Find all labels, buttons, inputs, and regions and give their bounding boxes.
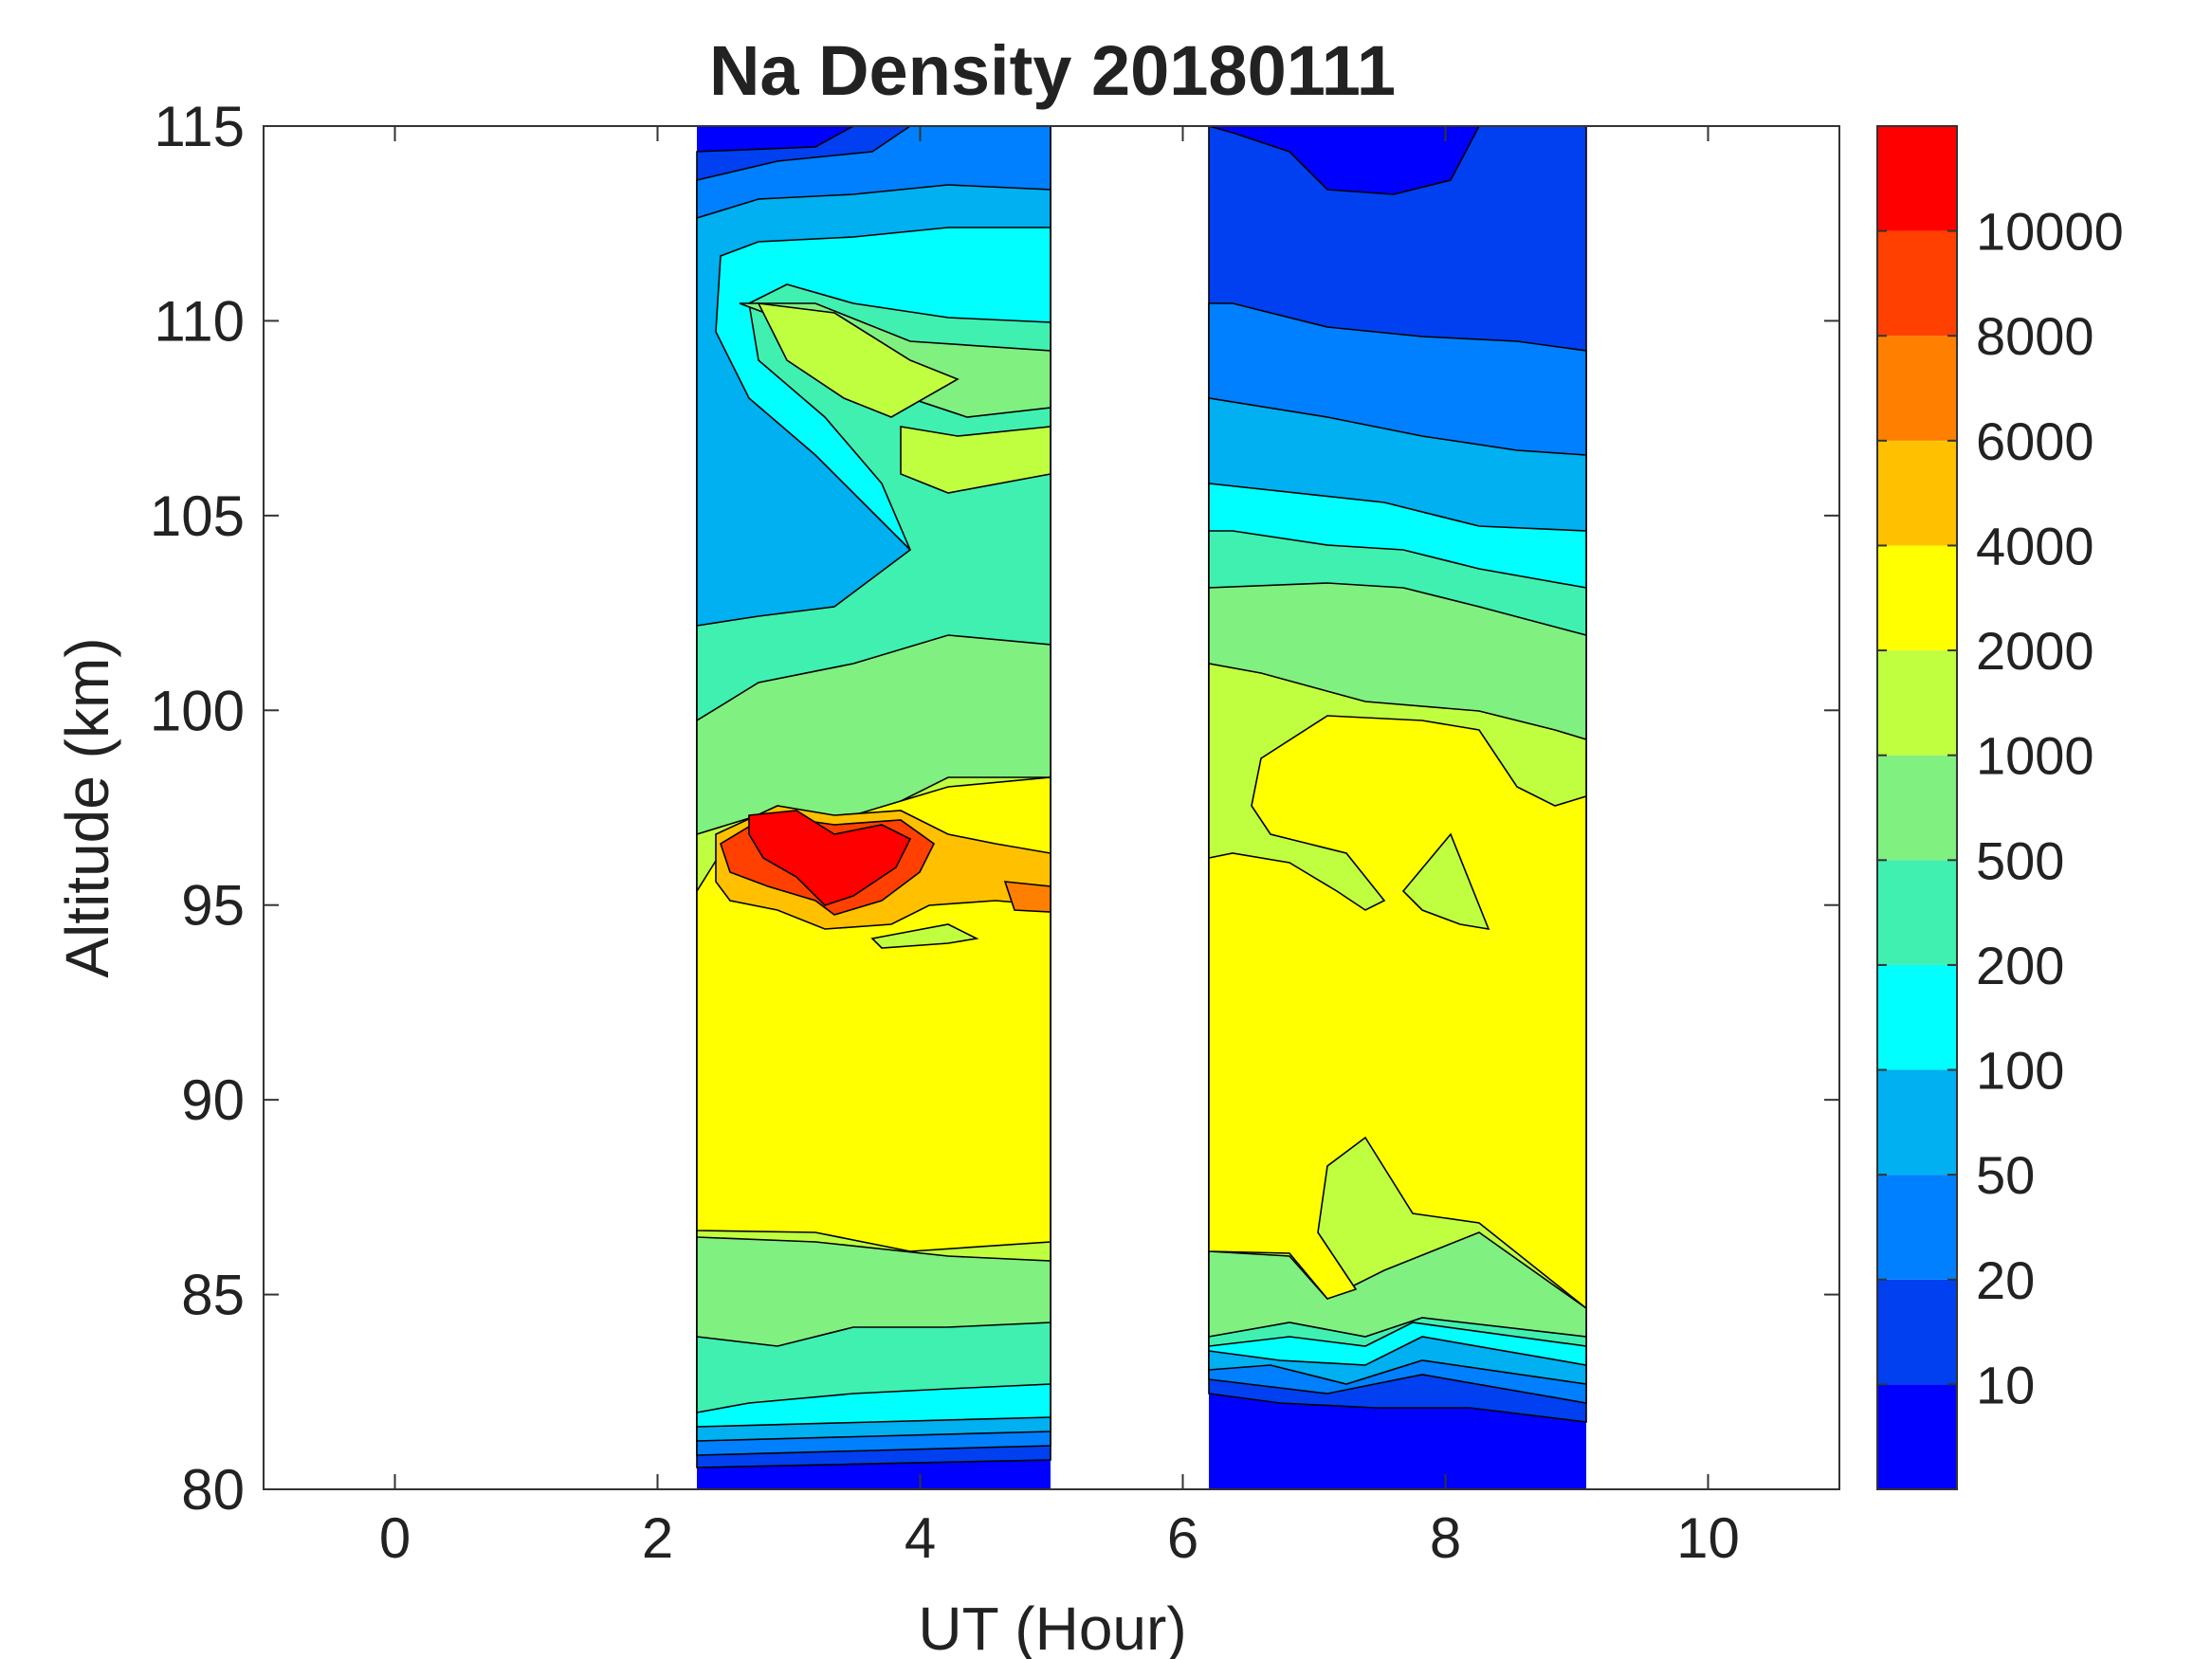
x-tick-label: 6 xyxy=(1167,1506,1198,1570)
colorbar-swatch xyxy=(1877,336,1957,441)
contour-band xyxy=(1208,715,1587,1310)
y-tick-label: 85 xyxy=(181,1264,245,1327)
plot-frame xyxy=(263,125,1840,1490)
y-axis-tick-labels: 80 85 90 95 100 105 110 115 xyxy=(150,95,245,1522)
x-tick-label: 8 xyxy=(1430,1506,1461,1570)
colorbar-tick-label: 8000 xyxy=(1976,306,2094,366)
colorbar-tick-labels: 10 20 50 100 200 500 1000 2000 4000 6000 8000 10000 xyxy=(1976,202,2124,1415)
y-tick-label: 110 xyxy=(154,289,245,353)
colorbar xyxy=(1877,126,1957,1489)
colorbar-swatch xyxy=(1877,126,1957,231)
y-tick-label: 105 xyxy=(150,484,245,548)
colorbar-tick-label: 10 xyxy=(1976,1355,2035,1414)
colorbar-swatch xyxy=(1877,1175,1957,1280)
plot-area xyxy=(263,124,1840,1490)
colorbar-tick-label: 20 xyxy=(1976,1250,2035,1310)
data-segment-2 xyxy=(1208,124,1587,1489)
contour-band xyxy=(757,302,960,418)
colorbar-swatch xyxy=(1877,1279,1957,1385)
y-tick-label: 90 xyxy=(181,1068,245,1132)
colorbar-swatch xyxy=(1877,964,1957,1070)
colorbar-tick-label: 2000 xyxy=(1976,621,2094,681)
contour-band xyxy=(1401,832,1490,931)
colorbar-tick-label: 500 xyxy=(1976,830,2064,890)
x-tick-label: 0 xyxy=(379,1506,411,1570)
x-tick-label: 4 xyxy=(905,1506,936,1570)
colorbar-swatch xyxy=(1877,755,1957,861)
colorbar-tick-label: 100 xyxy=(1976,1041,2064,1101)
colorbar-tick-label: 200 xyxy=(1976,936,2064,995)
colorbar-frame xyxy=(1876,125,1958,1490)
colorbar-swatch xyxy=(1877,1384,1957,1489)
colorbar-swatch xyxy=(1877,230,1957,337)
axis-ticks xyxy=(264,125,1839,1490)
contour-band xyxy=(1003,881,1051,913)
colorbar-swatch xyxy=(1877,440,1957,546)
y-axis-label: Altitude (km) xyxy=(53,637,121,977)
y-tick-label: 95 xyxy=(181,874,245,938)
data-segment-1 xyxy=(696,125,1051,1489)
x-axis-tick-labels: 0 2 4 6 8 10 xyxy=(379,1506,1740,1570)
colorbar-swatch xyxy=(1877,1069,1957,1176)
contour-band xyxy=(748,810,912,906)
x-tick-label: 2 xyxy=(642,1506,673,1570)
colorbar-tick-label: 6000 xyxy=(1976,411,2094,471)
y-tick-label: 115 xyxy=(154,95,245,158)
y-tick-label: 80 xyxy=(181,1458,245,1522)
y-tick-label: 100 xyxy=(150,679,245,742)
x-tick-label: 10 xyxy=(1676,1506,1740,1570)
chart-title: Na Density 20180111 xyxy=(709,31,1396,110)
colorbar-swatch xyxy=(1877,650,1957,756)
contour-band xyxy=(870,923,979,949)
colorbar-tick-label: 1000 xyxy=(1976,726,2094,786)
contour-band xyxy=(900,426,1051,494)
colorbar-swatch xyxy=(1877,860,1957,965)
colorbar-swatch xyxy=(1877,545,1957,651)
x-axis-label: UT (Hour) xyxy=(918,1595,1186,1659)
colorbar-tick-label: 10000 xyxy=(1976,202,2124,262)
colorbar-tick-label: 50 xyxy=(1976,1145,2035,1205)
colorbar-tick-label: 4000 xyxy=(1976,516,2094,575)
